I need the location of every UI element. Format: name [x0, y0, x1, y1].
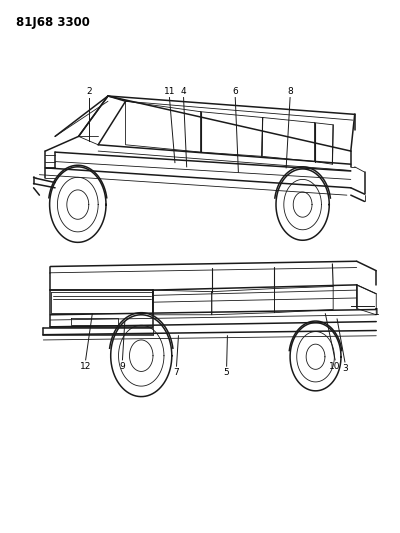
Text: 2: 2 — [86, 87, 92, 96]
Text: 8: 8 — [287, 87, 293, 96]
Text: 3: 3 — [342, 364, 348, 373]
Text: 10: 10 — [329, 362, 341, 370]
Text: 11: 11 — [164, 87, 175, 96]
Text: 4: 4 — [181, 87, 186, 96]
Text: 9: 9 — [120, 362, 125, 370]
Text: 81J68 3300: 81J68 3300 — [16, 15, 90, 29]
Text: 7: 7 — [174, 368, 179, 377]
Text: 12: 12 — [80, 362, 91, 370]
Text: 6: 6 — [232, 87, 238, 96]
Text: 1: 1 — [374, 308, 380, 317]
Text: 5: 5 — [224, 368, 230, 377]
